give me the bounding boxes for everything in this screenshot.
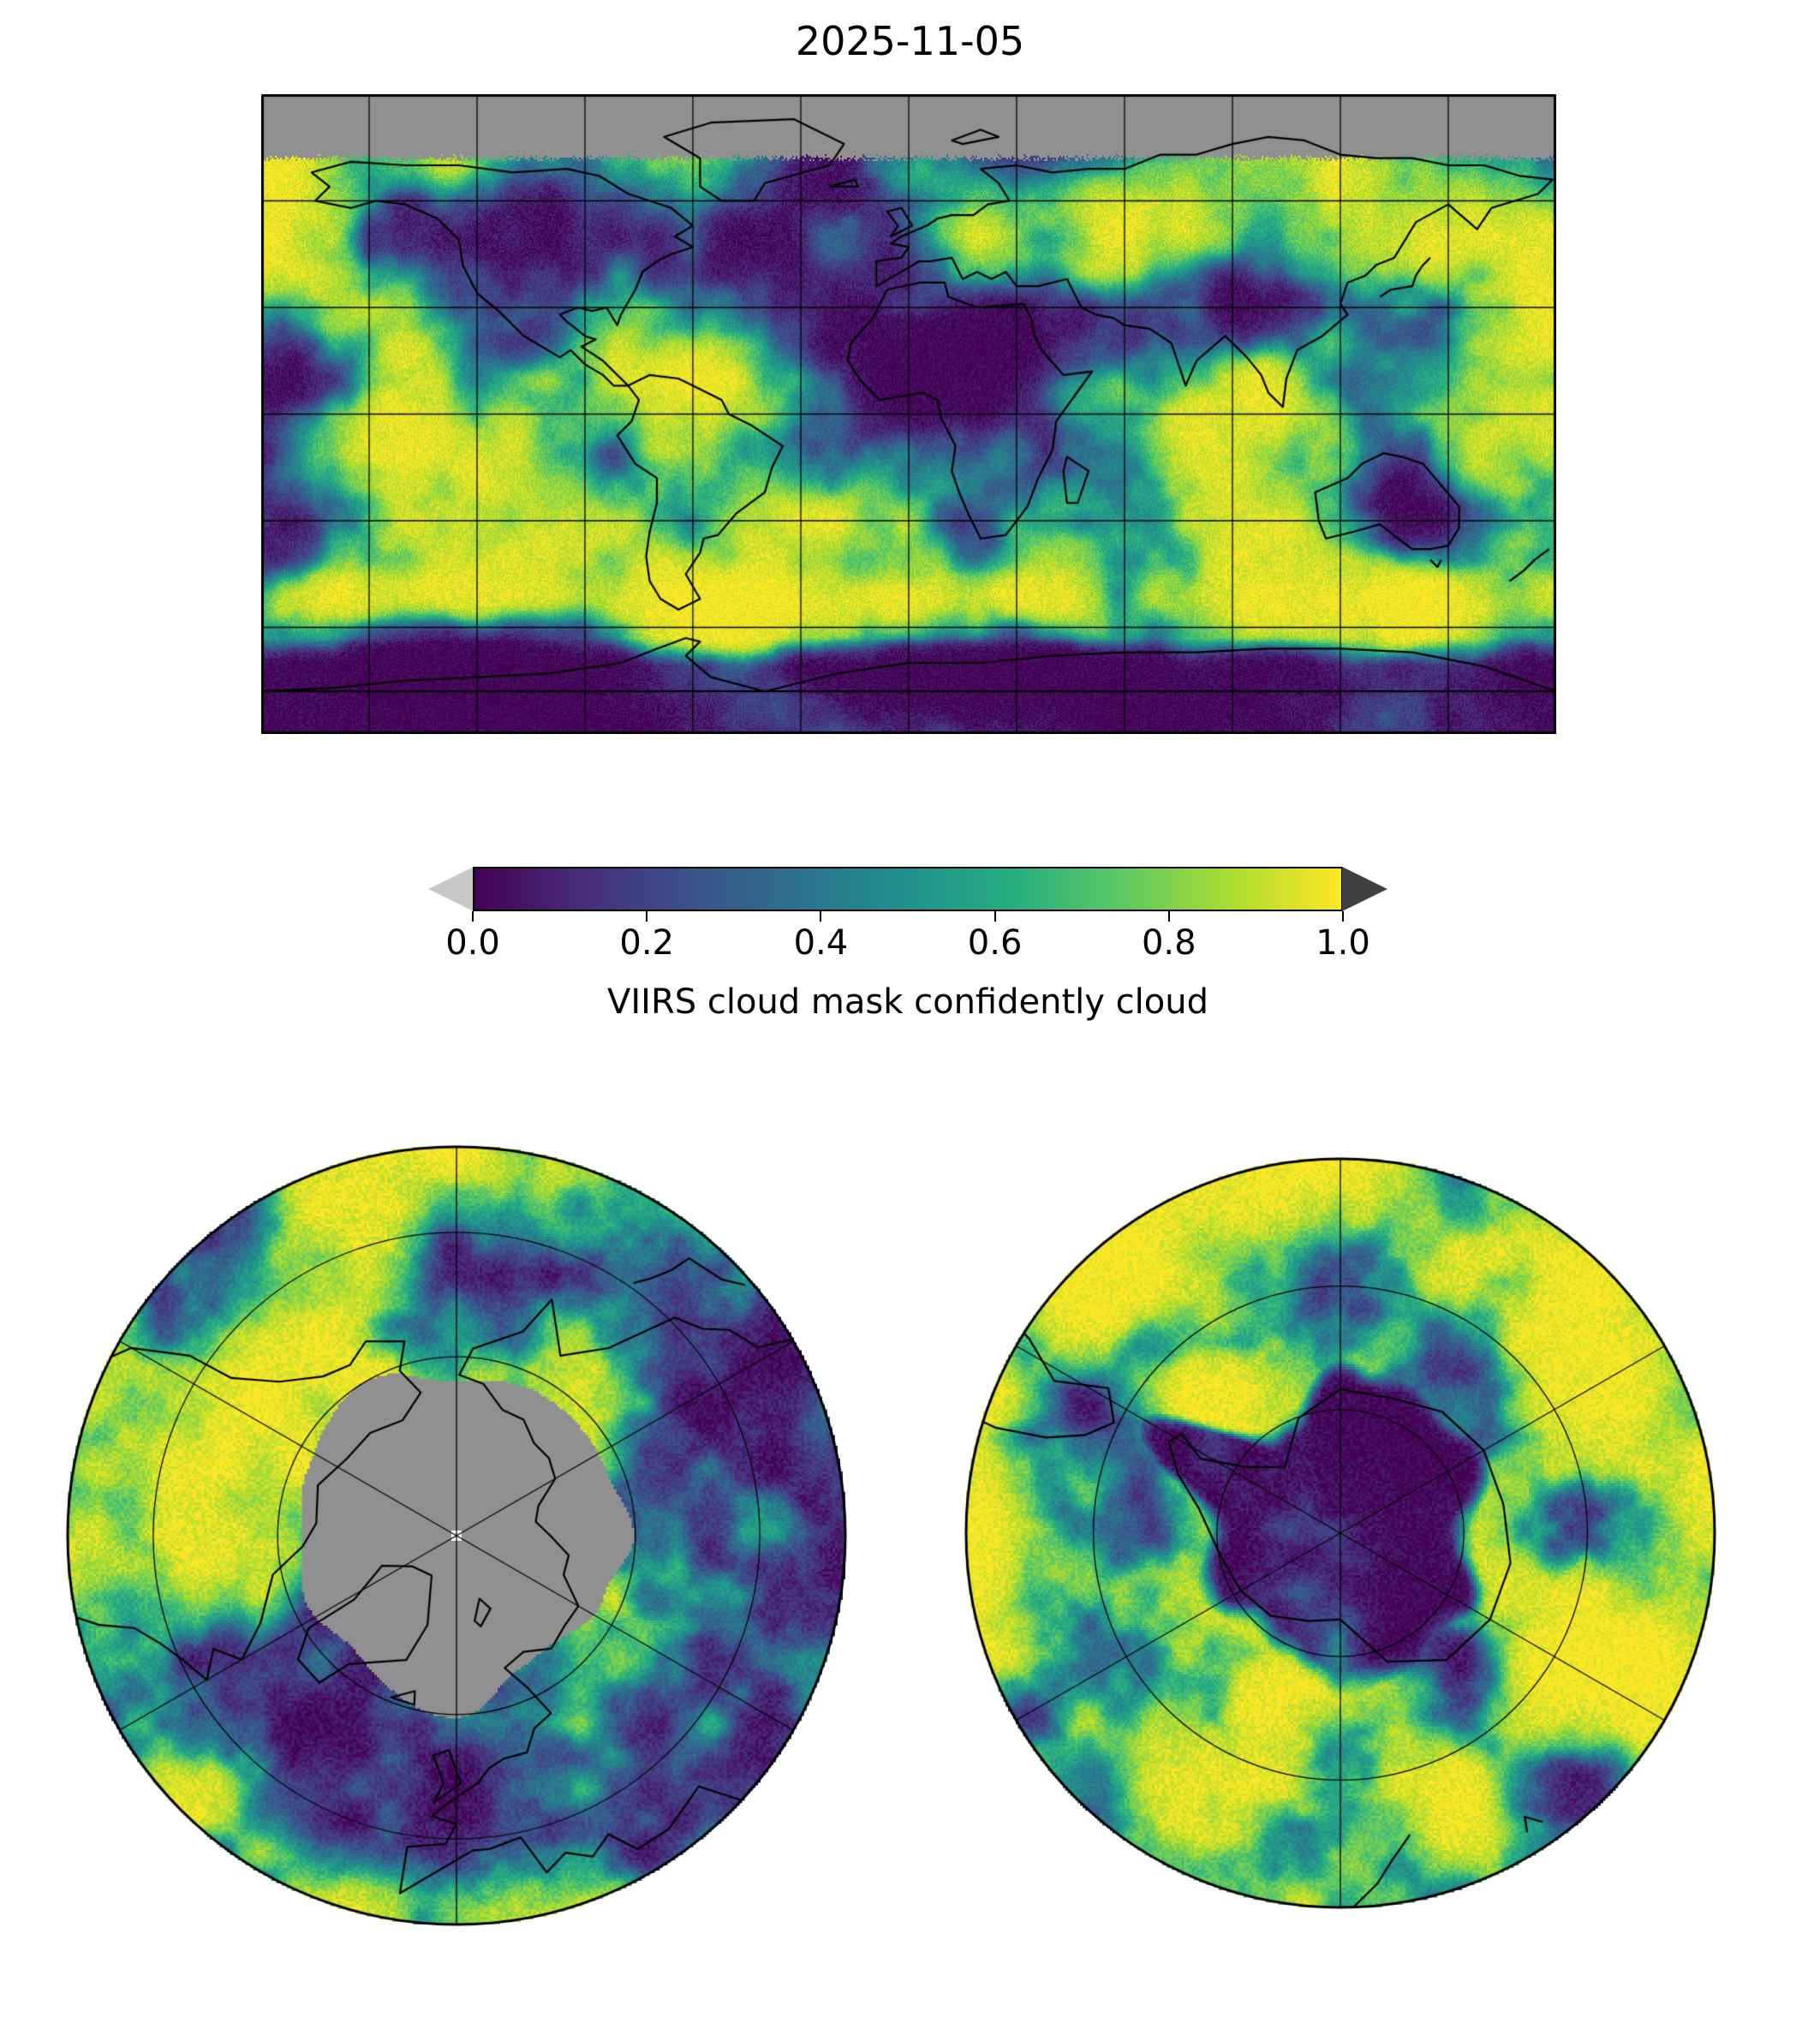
colorbar-tickmark [1167, 911, 1170, 922]
colorbar-under-arrow [428, 867, 474, 911]
colorbar [428, 867, 1387, 911]
colorbar-tickmark [472, 911, 474, 922]
figure-title: 2025-11-05 [795, 18, 1025, 64]
colorbar-tickmark [820, 911, 822, 922]
colorbar-over-arrow [1342, 867, 1387, 911]
colorbar-tick-label: 0.6 [967, 923, 1023, 963]
colorbar-tick-label: 0.0 [445, 923, 500, 963]
colorbar-label: VIIRS cloud mask confidently cloud [607, 982, 1208, 1022]
colorbar-tickmarks [472, 911, 1344, 922]
antarctic-polar-map-panel [964, 1156, 1717, 1910]
colorbar-tick-label: 0.2 [619, 923, 674, 963]
antarctic-graticule-coastlines [964, 1156, 1717, 1910]
global-cloud-map-panel [261, 94, 1556, 734]
colorbar-tickmark [994, 911, 996, 922]
colorbar-tickmark [646, 911, 648, 922]
colorbar-gradient [473, 867, 1343, 911]
global-map-graticule-coastlines [261, 94, 1556, 734]
colorbar-tickmark [1342, 911, 1344, 922]
colorbar-tick-label: 1.0 [1316, 923, 1370, 963]
arctic-polar-map-panel [65, 1144, 848, 1927]
colorbar-tick-label: 0.4 [793, 923, 849, 963]
colorbar-tick-label: 0.8 [1141, 923, 1196, 963]
arctic-graticule-coastlines [65, 1144, 848, 1927]
colorbar-tick-labels: 0.0 0.2 0.4 0.6 0.8 1.0 [445, 923, 1370, 966]
